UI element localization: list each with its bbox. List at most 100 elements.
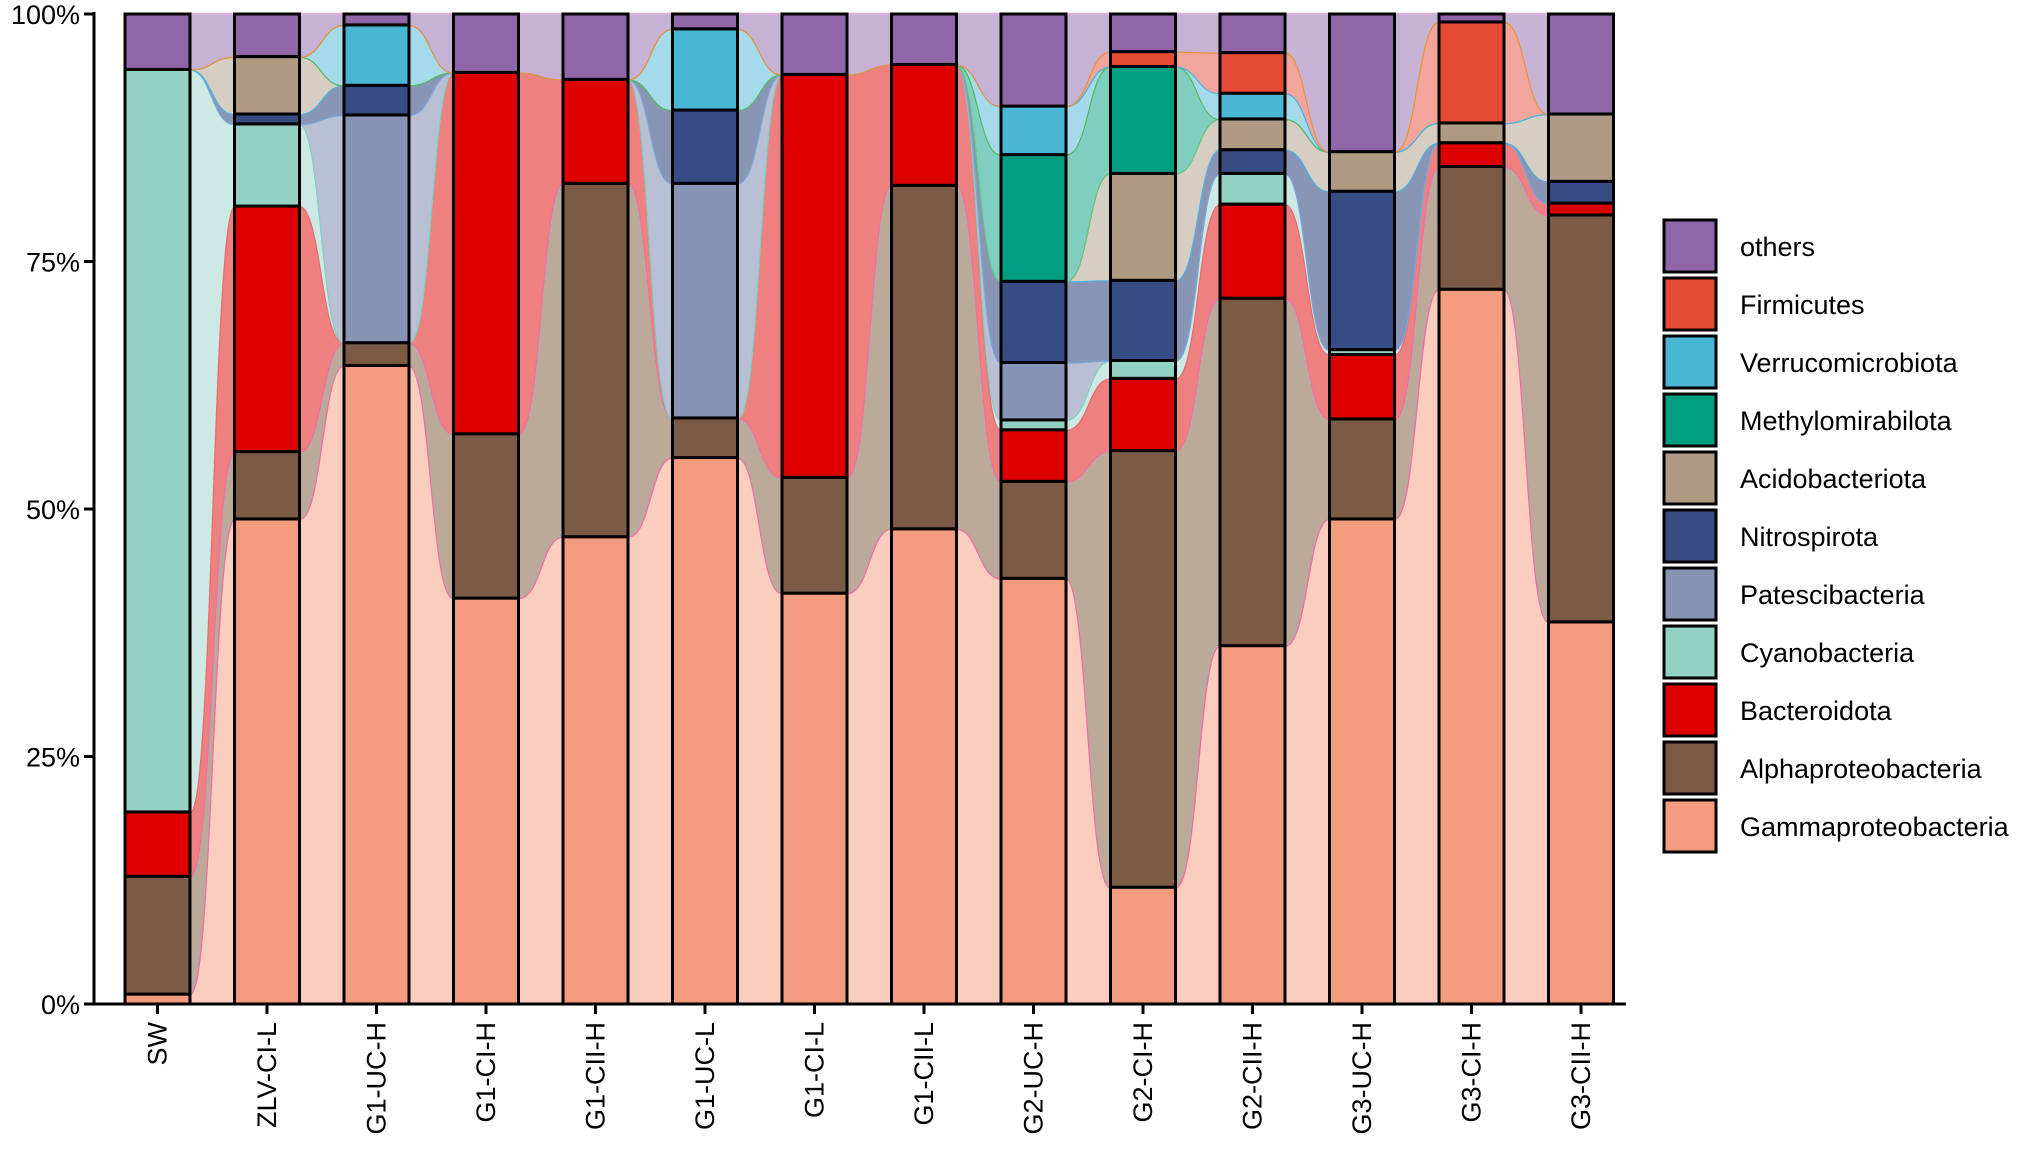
legend-label-alphaproteobacteria: Alphaproteobacteria [1740, 754, 1983, 784]
flow-verrucomicrobiota-9 [1066, 66, 1111, 155]
bar-g3-uc-h-nitrospirota [1328, 189, 1396, 352]
x-tick-label: G1-CI-L [800, 1022, 830, 1118]
flow-acidobacteriota-13 [1504, 113, 1549, 182]
flow-bacteroidota-2 [299, 206, 344, 452]
alluvial-flows [188, 12, 1550, 1005]
bar-g3-cii-h-alphaproteobacteria [1547, 213, 1615, 624]
bar-zlv-ci-l-cyanobacteria [233, 122, 301, 208]
legend-swatch-acidobacteriota [1662, 450, 1718, 506]
flow-verrucomicrobiota-3 [409, 24, 454, 86]
x-tick-label: G2-UC-H [1019, 1022, 1049, 1135]
flow-verrucomicrobiota-5 [628, 28, 673, 111]
x-tick-label: ZLV-CI-L [252, 1022, 282, 1128]
flow-bacteroidota-11 [1285, 204, 1330, 419]
bar-g2-cii-h-alphaproteobacteria [1218, 296, 1287, 648]
bar-g1-cii-h-alphaproteobacteria [561, 181, 630, 539]
flow-patescibacteria-6 [737, 74, 782, 418]
bar-g1-uc-h-nitrospirota [342, 83, 411, 117]
flow-gammaproteobacteria-12 [1394, 289, 1439, 1005]
flow-alphaproteobacteria-1 [190, 451, 235, 995]
y-tick-label: 100% [11, 0, 80, 30]
flow-verrucomicrobiota-10 [1175, 66, 1220, 119]
legend-swatch-bacteroidota [1662, 682, 1718, 738]
flow-nitrospirota-2 [299, 85, 344, 124]
flow-patescibacteria-9 [1066, 360, 1111, 420]
flow-gammaproteobacteria-13 [1504, 289, 1549, 1005]
flow-gammaproteobacteria-9 [1066, 578, 1111, 1004]
bar-g1-cii-l-gammaproteobacteria [890, 527, 958, 1006]
flow-alphaproteobacteria-9 [1066, 450, 1111, 888]
flow-gammaproteobacteria-2 [299, 365, 344, 1004]
flow-nitrospirota-8 [956, 64, 1001, 363]
bar-g2-ci-h-alphaproteobacteria [1109, 449, 1177, 889]
x-tick-label: G3-UC-H [1347, 1022, 1377, 1135]
flow-others-10 [1175, 14, 1220, 53]
flow-bacteroidota-6 [737, 74, 782, 478]
y-tick-label: 75% [26, 248, 80, 278]
bar-g2-uc-h-gammaproteobacteria [999, 576, 1068, 1006]
bar-g1-uc-h-others [342, 12, 411, 27]
bar-g1-cii-l-others [890, 12, 958, 66]
bar-g2-ci-h-gammaproteobacteria [1109, 885, 1177, 1006]
legend-swatch-patescibacteria [1662, 566, 1718, 622]
axes: 0% 25% 50% 75% 100% SW ZLV-CI-L G1-UC-H G1-CI-H G… [11, 0, 1626, 1135]
x-tick-label: G1-CII-L [909, 1022, 939, 1126]
bar-g3-ci-h-gammaproteobacteria [1437, 287, 1506, 1006]
bar-g1-cii-h-others [561, 12, 630, 81]
flow-gammaproteobacteria-6 [737, 457, 782, 1004]
bar-g1-uc-l-verrucomicrobiota [671, 27, 739, 112]
flow-bacteroidota-3 [409, 72, 454, 434]
y-tick-label: 0% [41, 990, 80, 1020]
legend-swatch-firmicutes [1662, 276, 1718, 332]
legend-swatch-gammaproteobacteria [1662, 798, 1718, 854]
bar-g3-uc-h-alphaproteobacteria [1328, 417, 1396, 521]
legend-label-nitrospirota: Nitrospirota [1740, 522, 1879, 552]
bar-g3-uc-h-others [1328, 12, 1396, 154]
bar-g2-uc-h-verrucomicrobiota [999, 104, 1068, 157]
legend-label-cyanobacteria: Cyanobacteria [1740, 638, 1915, 668]
bar-g1-cii-l-bacteroidota [890, 62, 958, 187]
flow-nitrospirota-9 [1066, 280, 1111, 363]
x-tick-label: G1-UC-H [362, 1022, 392, 1135]
flow-alphaproteobacteria-11 [1285, 298, 1330, 646]
bar-zlv-ci-l-others [233, 12, 301, 59]
bar-g1-uc-h-alphaproteobacteria [342, 341, 411, 367]
legend-label-bacteroidota: Bacteroidota [1740, 696, 1893, 726]
flow-alphaproteobacteria-5 [628, 183, 673, 537]
flow-alphaproteobacteria-3 [409, 342, 454, 599]
bar-g3-cii-h-bacteroidota [1547, 201, 1615, 217]
flow-nitrospirota-11 [1285, 149, 1330, 350]
flow-verrucomicrobiota-8 [956, 64, 1001, 155]
flow-others-9 [1066, 14, 1111, 107]
bar-g2-uc-h-alphaproteobacteria [999, 479, 1068, 580]
bar-g2-cii-h-others [1218, 12, 1287, 55]
flow-others-4 [518, 14, 563, 80]
bar-stacks [123, 12, 1615, 1006]
bar-zlv-ci-l-alphaproteobacteria [233, 450, 301, 521]
bar-g1-ci-l-others [780, 12, 849, 76]
bar-g1-ci-l-alphaproteobacteria [780, 475, 849, 595]
flow-cyanobacteria-9 [1066, 360, 1111, 430]
flow-alphaproteobacteria-13 [1504, 166, 1549, 622]
legend-label-patescibacteria: Patescibacteria [1740, 580, 1926, 610]
flow-bacteroidota-10 [1175, 204, 1220, 451]
flow-gammaproteobacteria-4 [518, 536, 563, 1004]
legend-swatch-nitrospirota [1662, 508, 1718, 564]
bar-g3-cii-h-others [1547, 12, 1615, 116]
flow-firmicutes-10 [1175, 51, 1220, 94]
bar-g2-uc-h-methylomirabilota [999, 153, 1068, 283]
legend-swatch-cyanobacteria [1662, 624, 1718, 680]
bar-g1-uc-h-patescibacteria [342, 113, 411, 345]
bar-g3-ci-h-bacteroidota [1437, 141, 1506, 168]
flow-bacteroidota-8 [956, 64, 1001, 482]
bar-g3-cii-h-acidobacteriota [1547, 112, 1615, 183]
legend-swatch-others [1662, 218, 1718, 274]
bar-g1-ci-h-gammaproteobacteria [452, 596, 520, 1006]
bar-g2-ci-h-acidobacteriota [1109, 171, 1177, 282]
bar-g2-uc-h-bacteroidota [999, 428, 1068, 483]
flow-nitrospirota-3 [409, 72, 454, 115]
flow-alphaproteobacteria-12 [1394, 166, 1439, 519]
bar-g1-cii-h-gammaproteobacteria [561, 535, 630, 1006]
bar-g2-ci-h-firmicutes [1109, 50, 1177, 68]
